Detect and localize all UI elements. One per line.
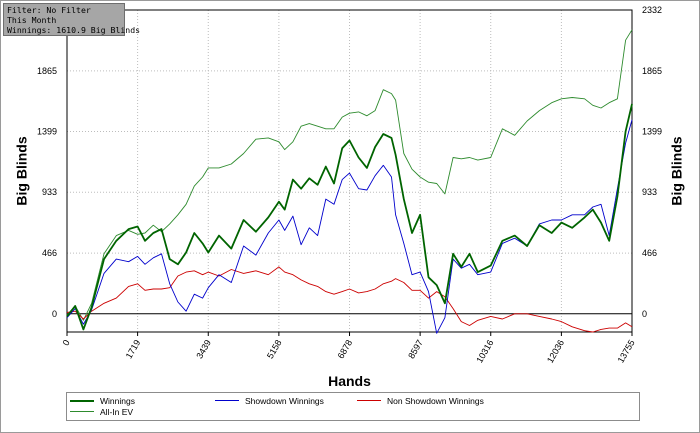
x-axis-title: Hands [328,373,371,389]
x-tick-label: 12036 [545,338,566,365]
y-tick-label-right: 466 [642,248,657,258]
legend-item-non-showdown: Non Showdown Winnings [357,396,484,406]
winnings-text: Winnings: 1610.9 Big Blinds [7,25,141,36]
period-text: This Month [7,15,57,26]
x-tick-label: 1719 [124,338,143,360]
y-tick-label-right: 0 [642,309,647,319]
legend-label-winnings: Winnings [100,396,135,406]
series-line-non-showdown [66,266,633,333]
series-line-winnings [66,103,633,331]
legend-swatch-non-showdown [357,400,381,402]
y-tick-label-right: 1865 [642,66,662,76]
series-group [66,29,633,334]
legend-label-showdown: Showdown Winnings [245,396,324,406]
x-tick-label: 8597 [406,338,425,360]
y-tick-label-right: 933 [642,187,657,197]
y-tick-label-left: 0 [52,309,57,319]
y-tick-label-left: 1865 [37,66,57,76]
legend-swatch-all-in-ev [70,411,94,413]
x-tick-label: 5158 [265,338,284,360]
legend: Winnings Showdown Winnings Non Showdown … [66,392,640,421]
x-tick-label: 6878 [336,338,355,360]
legend-item-showdown: Showdown Winnings [215,396,324,406]
y-tick-label-left: 933 [42,187,57,197]
filter-text: Filter: No Filter [7,5,91,15]
legend-item-winnings: Winnings [70,396,135,406]
grid [66,9,633,332]
y-tick-label-right: 1399 [642,127,662,137]
y-tick-label-right: 2332 [642,5,662,15]
y-axis-title-left: Big Blinds [14,136,30,205]
y-axis-title-right: Big Blinds [669,136,685,205]
legend-swatch-showdown [215,400,239,402]
x-tick-label: 13755 [616,338,637,365]
y-tick-label-left: 1399 [37,127,57,137]
filter-info-box: Filter: No Filter This Month Winnings: 1… [3,3,141,36]
legend-item-all-in-ev: All-In EV [70,407,133,417]
x-tick-label: 0 [61,338,72,347]
legend-swatch-winnings [70,399,94,402]
legend-label-all-in-ev: All-In EV [100,407,134,417]
x-tick-label: 10316 [474,338,495,365]
legend-label-non-showdown: Non Showdown Winnings [387,396,484,406]
series-line-all-in-ev [66,29,633,321]
y-tick-label-left: 466 [42,248,57,258]
tick-labels: 0 1719 3439 5158 6878 8597 10316 12036 13755 0 0 46… [37,5,662,365]
x-tick-label: 3439 [194,338,213,360]
